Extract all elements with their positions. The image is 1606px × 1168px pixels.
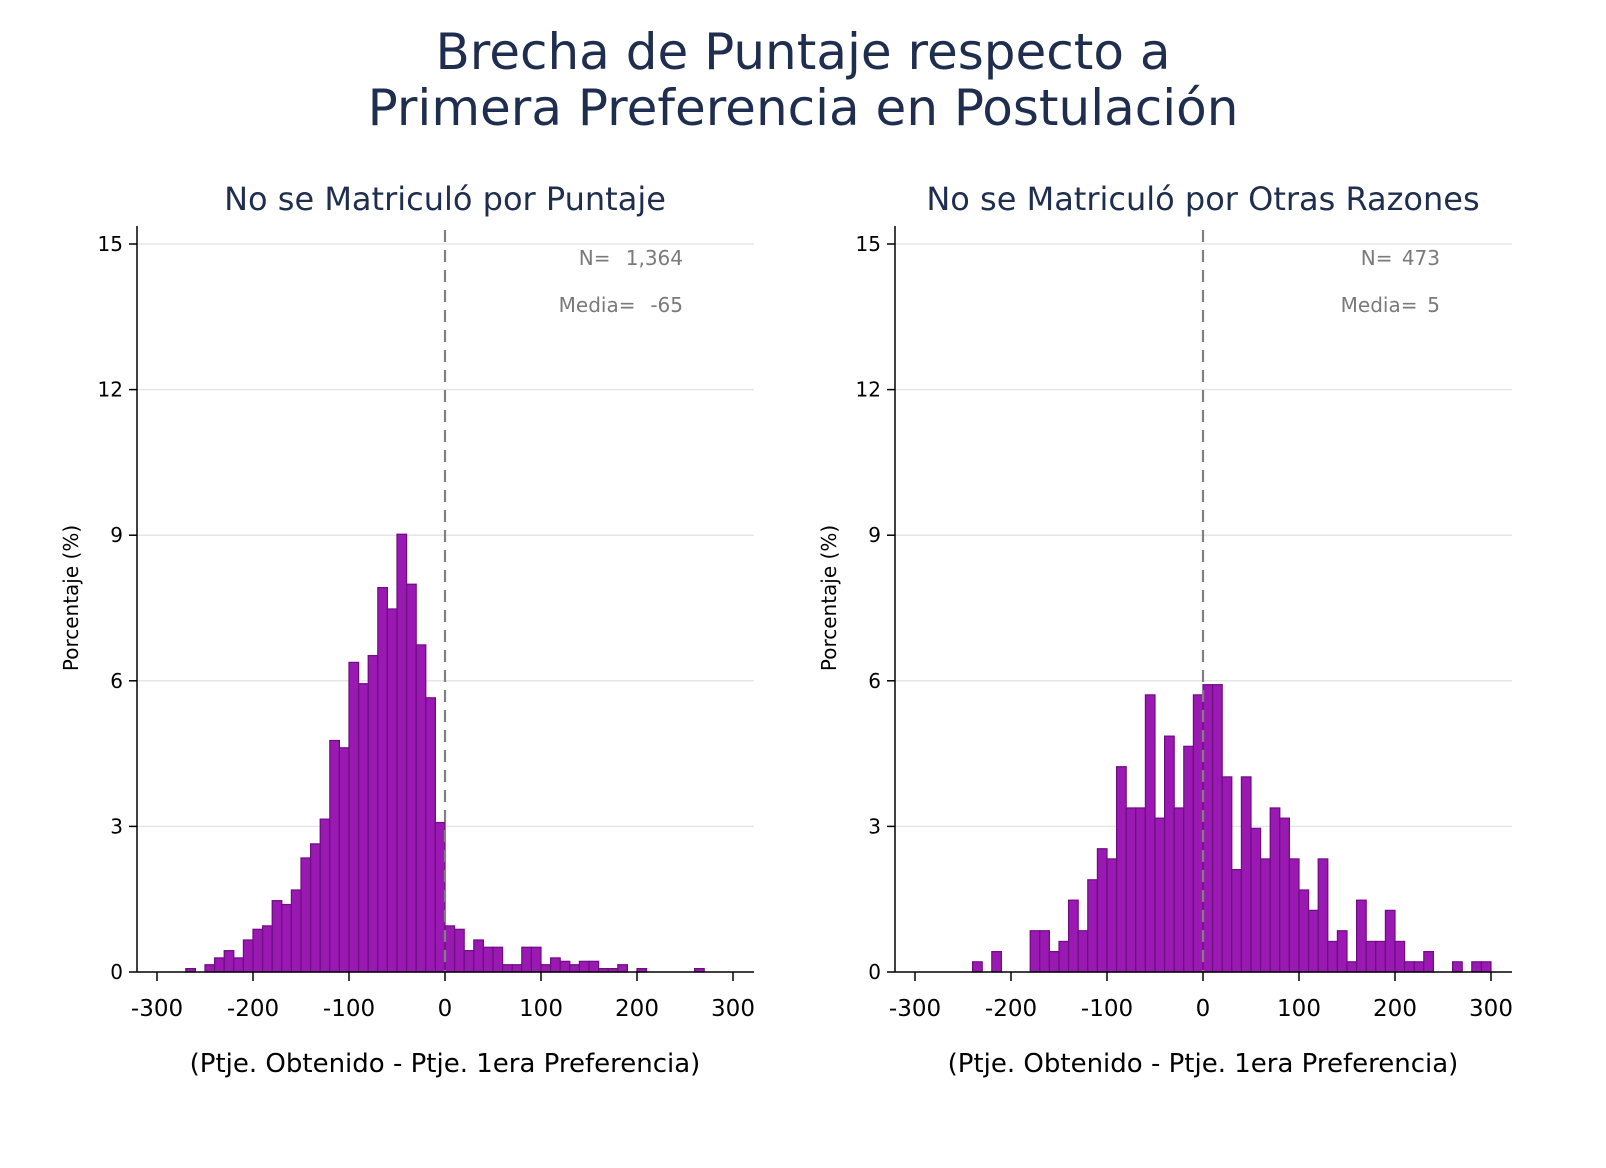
histogram-bar [1048,951,1060,973]
histogram-bar [1058,940,1070,973]
histogram-bar [1394,940,1406,973]
n-label: N= [579,246,611,270]
histogram-bar [1231,868,1243,973]
x-tick-label: -300 [131,996,183,1022]
histogram-bar [1087,879,1099,973]
x-tick-label: -100 [1081,996,1133,1022]
mean-label: Media= [559,293,636,317]
main-title-line1: Brecha de Puntaje respecto a [435,23,1171,81]
histogram-bar [1106,858,1118,973]
n-value: 473 [1402,246,1440,270]
x-tick-label: 100 [519,996,563,1022]
y-tick-label: 0 [110,960,123,984]
histogram-bar [1327,940,1339,973]
histogram-bar [1480,961,1492,973]
n-value: 1,364 [626,246,683,270]
histogram-bar [1346,961,1358,973]
histogram-bar [1221,776,1233,973]
y-tick-label: 15 [98,232,123,256]
histogram-bar [1163,735,1175,973]
histogram-bar [1471,961,1483,973]
x-tick-label: -100 [323,996,375,1022]
y-tick-label: 0 [868,960,881,984]
n-label: N= [1361,246,1393,270]
x-tick-label: 300 [711,996,755,1022]
histogram-bar [1192,694,1204,973]
histogram-bar [1451,961,1463,973]
y-tick-label: 15 [856,232,881,256]
y-tick-label: 6 [868,669,881,693]
histogram-bar [1173,807,1185,973]
y-tick-label: 12 [98,378,123,402]
histogram-bar [1288,858,1300,973]
histogram-bar [1067,899,1079,973]
histogram-bar [1144,694,1156,973]
x-tick-label: -200 [985,996,1037,1022]
histogram-bar [1279,817,1291,973]
histogram-bar [1039,930,1051,973]
histogram-bar [1269,807,1281,973]
y-tick-label: 9 [868,523,881,547]
panel-title: No se Matriculó por Otras Razones [926,180,1479,218]
histogram-bar [1240,776,1252,973]
histogram-bar [1183,745,1195,973]
histogram-bar [971,961,983,973]
histogram-bar [1298,889,1310,973]
histogram-bar [1115,766,1127,973]
x-tick-label: 100 [1277,996,1321,1022]
mean-value: -65 [650,293,683,317]
histogram-bar [1202,684,1214,973]
histogram-bar [1096,848,1108,973]
histogram-bar [1355,899,1367,973]
x-tick-label: -200 [227,996,279,1022]
x-tick-label: 200 [1373,996,1417,1022]
y-tick-label: 9 [110,523,123,547]
x-tick-label: 300 [1469,996,1513,1022]
x-tick-label: 0 [1196,996,1211,1022]
x-tick-label: 200 [615,996,659,1022]
y-axis-label: Porcentaje (%) [59,525,83,671]
mean-value: 5 [1427,293,1440,317]
histogram-bar [1413,961,1425,973]
histogram-bar [1307,909,1319,973]
histogram-bar [1375,940,1387,973]
histogram-bar [1423,951,1435,973]
mean-label: Media= [1341,293,1418,317]
x-tick-label: 0 [438,996,453,1022]
y-tick-label: 3 [868,814,881,838]
x-axis-label: (Ptje. Obtenido - Ptje. 1era Preferencia… [190,1049,701,1079]
y-tick-label: 12 [856,378,881,402]
histogram-bar [1403,961,1415,973]
main-title: Brecha de Puntaje respecto a Primera Pre… [0,24,1606,136]
histogram-bar [1125,807,1137,973]
x-axis-label: (Ptje. Obtenido - Ptje. 1era Preferencia… [948,1049,1459,1079]
histogram-bar [1135,807,1147,973]
histogram-bar [1317,858,1329,973]
histogram-bar [1365,940,1377,973]
histogram-bar [1029,930,1041,973]
y-tick-label: 3 [110,814,123,838]
y-tick-label: 6 [110,669,123,693]
histogram-bar [1259,858,1271,973]
histogram-bar [1250,827,1262,973]
histogram-bar [1211,684,1223,973]
panel-title: No se Matriculó por Puntaje [224,180,666,218]
histogram-bar [1336,930,1348,973]
histogram-bar [1384,909,1396,973]
histogram-bar [1154,817,1166,973]
histogram-bar [1077,930,1089,973]
x-tick-label: -300 [889,996,941,1022]
y-axis-label: Porcentaje (%) [817,525,841,671]
histogram-bar [991,951,1002,973]
main-title-line2: Primera Preferencia en Postulación [367,79,1239,137]
